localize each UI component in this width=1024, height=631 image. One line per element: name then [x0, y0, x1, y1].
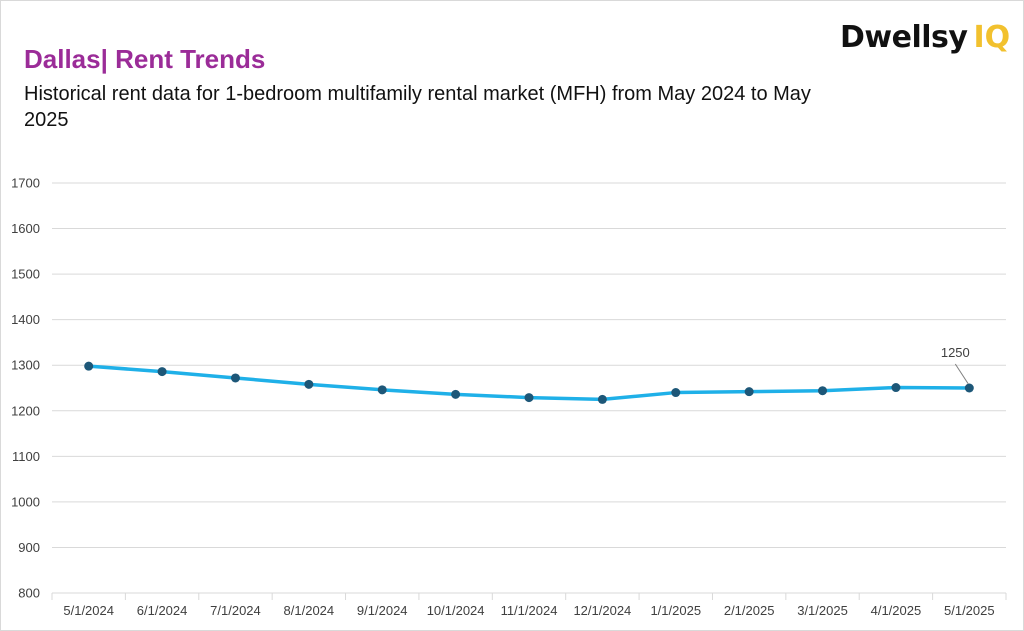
- data-point: [744, 387, 754, 397]
- y-tick-label: 1100: [12, 449, 40, 464]
- y-tick-label: 1700: [11, 176, 40, 191]
- x-tick-label: 3/1/2025: [797, 603, 848, 618]
- x-tick-label: 7/1/2024: [210, 603, 261, 618]
- x-tick-label: 10/1/2024: [427, 603, 485, 618]
- x-tick-label: 5/1/2024: [63, 603, 114, 618]
- y-tick-label: 1400: [11, 312, 40, 327]
- x-tick-label: 6/1/2024: [137, 603, 188, 618]
- data-point: [671, 388, 681, 398]
- data-point: [964, 383, 974, 393]
- x-tick-label: 5/1/2025: [944, 603, 995, 618]
- data-point: [597, 394, 607, 404]
- logo-iq-mark: IQ: [973, 19, 1011, 55]
- y-tick-label: 900: [18, 540, 40, 555]
- data-label: 1250: [941, 345, 970, 360]
- y-tick-label: 800: [18, 586, 40, 601]
- y-tick-label: 1000: [11, 494, 40, 509]
- data-point: [891, 383, 901, 393]
- chart-title: Dallas| Rent Trends: [24, 44, 266, 74]
- y-tick-label: 1200: [11, 403, 40, 418]
- x-tick-label: 1/1/2025: [650, 603, 701, 618]
- data-point: [524, 393, 534, 403]
- data-point: [304, 379, 314, 389]
- annotation-leader: [954, 363, 969, 385]
- dwellsy-iq-logo: Dwellsy IQ: [840, 19, 1011, 55]
- data-point: [230, 373, 240, 383]
- chart-subtitle: Historical rent data for 1-bedroom multi…: [24, 83, 811, 131]
- y-tick-label: 1300: [11, 358, 40, 373]
- x-tick-label: 9/1/2024: [357, 603, 408, 618]
- data-point: [84, 361, 94, 371]
- x-tick-label: 11/1/2024: [501, 603, 558, 618]
- logo-wordmark: Dwellsy: [840, 19, 968, 55]
- x-tick-label: 2/1/2025: [724, 603, 775, 618]
- y-tick-label: 1500: [11, 267, 40, 282]
- x-tick-label: 8/1/2024: [284, 603, 335, 618]
- x-tick-label: 12/1/2024: [573, 603, 631, 618]
- data-point: [451, 389, 461, 399]
- x-tick-label: 4/1/2025: [871, 603, 922, 618]
- data-point: [157, 367, 167, 377]
- data-point: [818, 386, 828, 396]
- y-tick-label: 1600: [11, 221, 40, 236]
- data-point: [377, 385, 387, 395]
